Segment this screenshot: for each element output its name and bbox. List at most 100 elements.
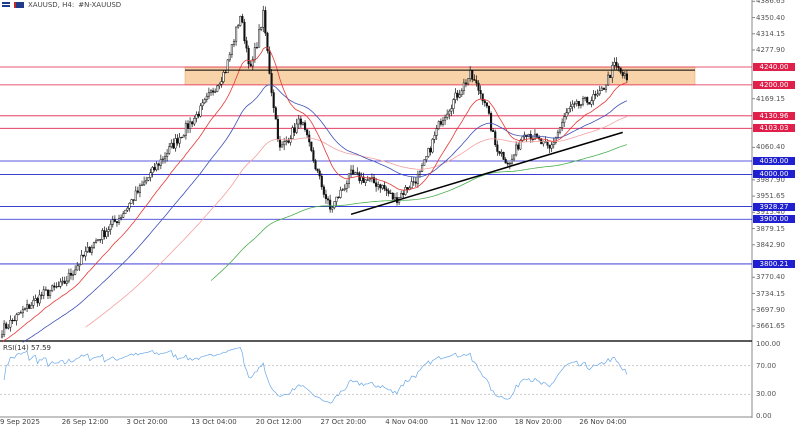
candle-body bbox=[228, 54, 231, 61]
candle-body bbox=[38, 294, 41, 304]
candle-body bbox=[368, 178, 371, 181]
candle-body bbox=[377, 184, 380, 187]
time-tick-label: 20 Oct 12:00 bbox=[255, 418, 302, 426]
candle-body bbox=[189, 121, 192, 129]
candle-body bbox=[193, 118, 196, 125]
candle-body bbox=[600, 87, 603, 91]
candle-body bbox=[161, 158, 164, 160]
candle-body bbox=[17, 312, 20, 315]
candle-body bbox=[402, 193, 405, 195]
candle-body bbox=[615, 61, 618, 67]
candle-body bbox=[548, 144, 551, 149]
candle-body bbox=[92, 242, 96, 248]
candle-body bbox=[485, 102, 488, 107]
candle-body bbox=[400, 193, 403, 199]
candle-body bbox=[554, 137, 557, 143]
candle-body bbox=[301, 122, 305, 125]
candle-body bbox=[446, 113, 449, 118]
candle-body bbox=[61, 280, 64, 283]
candle-body bbox=[147, 177, 150, 181]
candle-body bbox=[604, 84, 608, 90]
menu-icon[interactable] bbox=[2, 2, 10, 8]
candle-body bbox=[101, 230, 104, 240]
candle-body bbox=[80, 254, 83, 265]
candle-body bbox=[456, 92, 459, 98]
candle-body bbox=[533, 133, 537, 140]
support-price-tag: 3800.21 bbox=[753, 259, 795, 268]
candle-body bbox=[247, 47, 250, 65]
candle-body bbox=[124, 209, 127, 214]
candle-body bbox=[625, 73, 628, 81]
candle-body bbox=[312, 150, 315, 161]
candle-body bbox=[109, 224, 112, 230]
candle-body bbox=[9, 319, 12, 328]
candle-body bbox=[95, 240, 98, 243]
candle-body bbox=[473, 79, 476, 81]
candle-body bbox=[74, 269, 77, 275]
candle-body bbox=[607, 74, 610, 86]
price-tick-label: 3915.40 bbox=[756, 208, 785, 217]
price-tick-label: 4386.65 bbox=[756, 0, 785, 6]
rsi-label: RSI(14) 57.59 bbox=[3, 344, 52, 352]
candle-body bbox=[105, 231, 108, 237]
price-tick-label: 3661.65 bbox=[756, 321, 785, 330]
price-tick-label: 3879.15 bbox=[756, 224, 785, 233]
candle-body bbox=[558, 127, 562, 133]
candle-body bbox=[326, 198, 330, 201]
candle-body bbox=[5, 323, 8, 329]
candle-body bbox=[364, 179, 367, 183]
candle-body bbox=[72, 274, 75, 276]
candle-body bbox=[412, 181, 415, 183]
candle-body bbox=[602, 87, 605, 90]
candle-body bbox=[115, 221, 119, 224]
candle-body bbox=[180, 136, 183, 138]
candle-body bbox=[341, 189, 344, 191]
candle-body bbox=[383, 185, 386, 190]
candle-body bbox=[53, 285, 56, 288]
candle-body bbox=[356, 172, 359, 174]
candle-body bbox=[314, 160, 317, 170]
candle-body bbox=[464, 82, 468, 85]
candle-body bbox=[40, 294, 43, 296]
candle-body bbox=[166, 153, 169, 157]
candle-body bbox=[487, 105, 491, 114]
candle-body bbox=[134, 190, 137, 201]
candle-body bbox=[138, 185, 141, 193]
candle-body bbox=[65, 280, 68, 284]
candle-body bbox=[469, 69, 472, 79]
candle-body bbox=[306, 129, 309, 136]
candle-body bbox=[299, 118, 302, 125]
candle-body bbox=[117, 218, 121, 224]
candle-body bbox=[556, 131, 559, 138]
candle-body bbox=[375, 182, 378, 187]
candle-body bbox=[385, 188, 388, 191]
candle-body bbox=[573, 103, 576, 105]
resistance-price-tag: 4130.96 bbox=[753, 111, 795, 120]
candle-body bbox=[88, 246, 91, 253]
candle-body bbox=[623, 73, 626, 76]
candle-body bbox=[107, 229, 110, 232]
ma-slow-line bbox=[85, 116, 628, 328]
rsi-tick-label: 70.00 bbox=[756, 361, 777, 370]
candle-body bbox=[295, 123, 298, 133]
ma-mid-line bbox=[22, 84, 628, 343]
candle-body bbox=[460, 90, 463, 95]
symbol-description: #N-XAUUSD bbox=[78, 1, 122, 9]
candle-body bbox=[500, 152, 503, 154]
candle-body bbox=[617, 66, 620, 69]
candle-body bbox=[255, 47, 259, 49]
candle-body bbox=[575, 100, 578, 104]
candle-body bbox=[220, 81, 223, 85]
candle-body bbox=[207, 92, 210, 97]
candle-body bbox=[21, 309, 24, 314]
resistance-price-tag: 4240.00 bbox=[753, 62, 795, 71]
candle-body bbox=[51, 285, 54, 292]
candle-body bbox=[410, 181, 413, 189]
candle-body bbox=[592, 94, 595, 101]
candle-body bbox=[122, 213, 125, 218]
candle-body bbox=[621, 71, 624, 76]
candle-body bbox=[199, 105, 202, 117]
time-tick-label: 26 Nov 04:00 bbox=[579, 418, 627, 426]
candle-body bbox=[36, 298, 39, 304]
